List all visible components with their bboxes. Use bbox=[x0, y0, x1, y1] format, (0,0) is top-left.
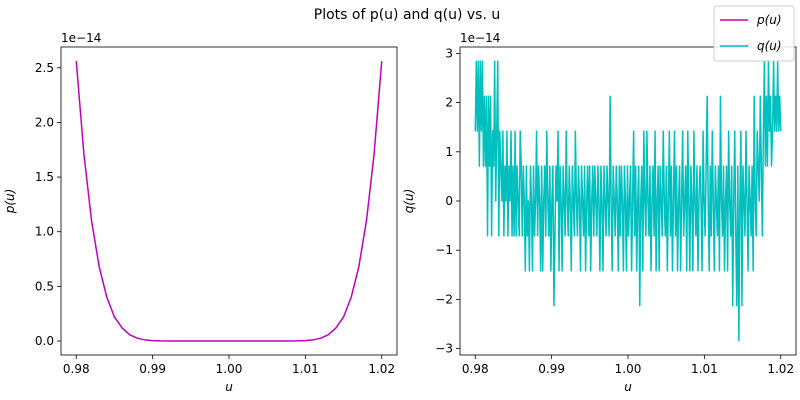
y-offset-text-q: 1e−14 bbox=[460, 31, 500, 45]
y-tick-label-q: −2 bbox=[435, 292, 453, 306]
y-offset-text-p: 1e−14 bbox=[61, 31, 101, 45]
x-tick-label-p: 1.01 bbox=[292, 362, 319, 376]
panel-p: 1e−14 u p(u) 0.98 0.99 1.00 1.01 1.02 0.0 0.5… bbox=[3, 31, 398, 394]
y-tick-label-q: −3 bbox=[435, 342, 453, 356]
y-tick-label-q: 0 bbox=[445, 194, 453, 208]
y-tick-label-p: 0.5 bbox=[35, 279, 54, 293]
series-line-q bbox=[474, 60, 782, 342]
x-ticks-q: 0.98 0.99 1.00 1.01 1.02 bbox=[462, 355, 794, 376]
x-tick-label-q: 1.02 bbox=[767, 362, 794, 376]
y-tick-label-p: 1.0 bbox=[35, 225, 54, 239]
y-ticks-q: −3 −2 −1 0 1 2 3 bbox=[435, 46, 460, 356]
x-axis-label-p: u bbox=[225, 380, 233, 394]
series-line-p bbox=[75, 61, 383, 342]
x-ticks-p: 0.98 0.99 1.00 1.01 1.02 bbox=[63, 355, 395, 376]
y-tick-label-q: 1 bbox=[445, 145, 453, 159]
x-axis-label-q: u bbox=[624, 380, 632, 394]
x-tick-label-q: 1.00 bbox=[615, 362, 642, 376]
x-tick-label-q: 1.01 bbox=[691, 362, 718, 376]
x-tick-label-p: 0.99 bbox=[139, 362, 166, 376]
x-tick-label-p: 1.00 bbox=[216, 362, 243, 376]
y-tick-label-q: 3 bbox=[445, 46, 453, 60]
y-tick-label-q: 2 bbox=[445, 96, 453, 110]
panel-q: 1e−14 u q(u) 0.98 0.99 1.00 1.01 1.02 −3 −2 −1… bbox=[402, 31, 797, 394]
legend-box bbox=[713, 5, 795, 62]
y-tick-label-p: 2.5 bbox=[35, 61, 54, 75]
y-axis-label-q: q(u) bbox=[402, 189, 416, 214]
x-tick-label-q: 0.98 bbox=[462, 362, 489, 376]
y-axis-label-p: p(u) bbox=[3, 189, 17, 215]
y-tick-label-q: −1 bbox=[435, 243, 453, 257]
y-tick-label-p: 0.0 bbox=[35, 334, 54, 348]
y-ticks-p: 0.0 0.5 1.0 1.5 2.0 2.5 bbox=[35, 61, 61, 348]
y-tick-label-p: 1.5 bbox=[35, 170, 54, 184]
legend: p(u) q(u) bbox=[713, 5, 795, 62]
y-tick-label-p: 2.0 bbox=[35, 115, 54, 129]
figure-title: Plots of p(u) and q(u) vs. u bbox=[314, 7, 500, 23]
x-tick-label-p: 1.02 bbox=[368, 362, 395, 376]
x-tick-label-p: 0.98 bbox=[63, 362, 90, 376]
x-tick-label-q: 0.99 bbox=[538, 362, 565, 376]
legend-label-p: p(u) bbox=[756, 13, 782, 27]
legend-label-q: q(u) bbox=[757, 39, 782, 53]
